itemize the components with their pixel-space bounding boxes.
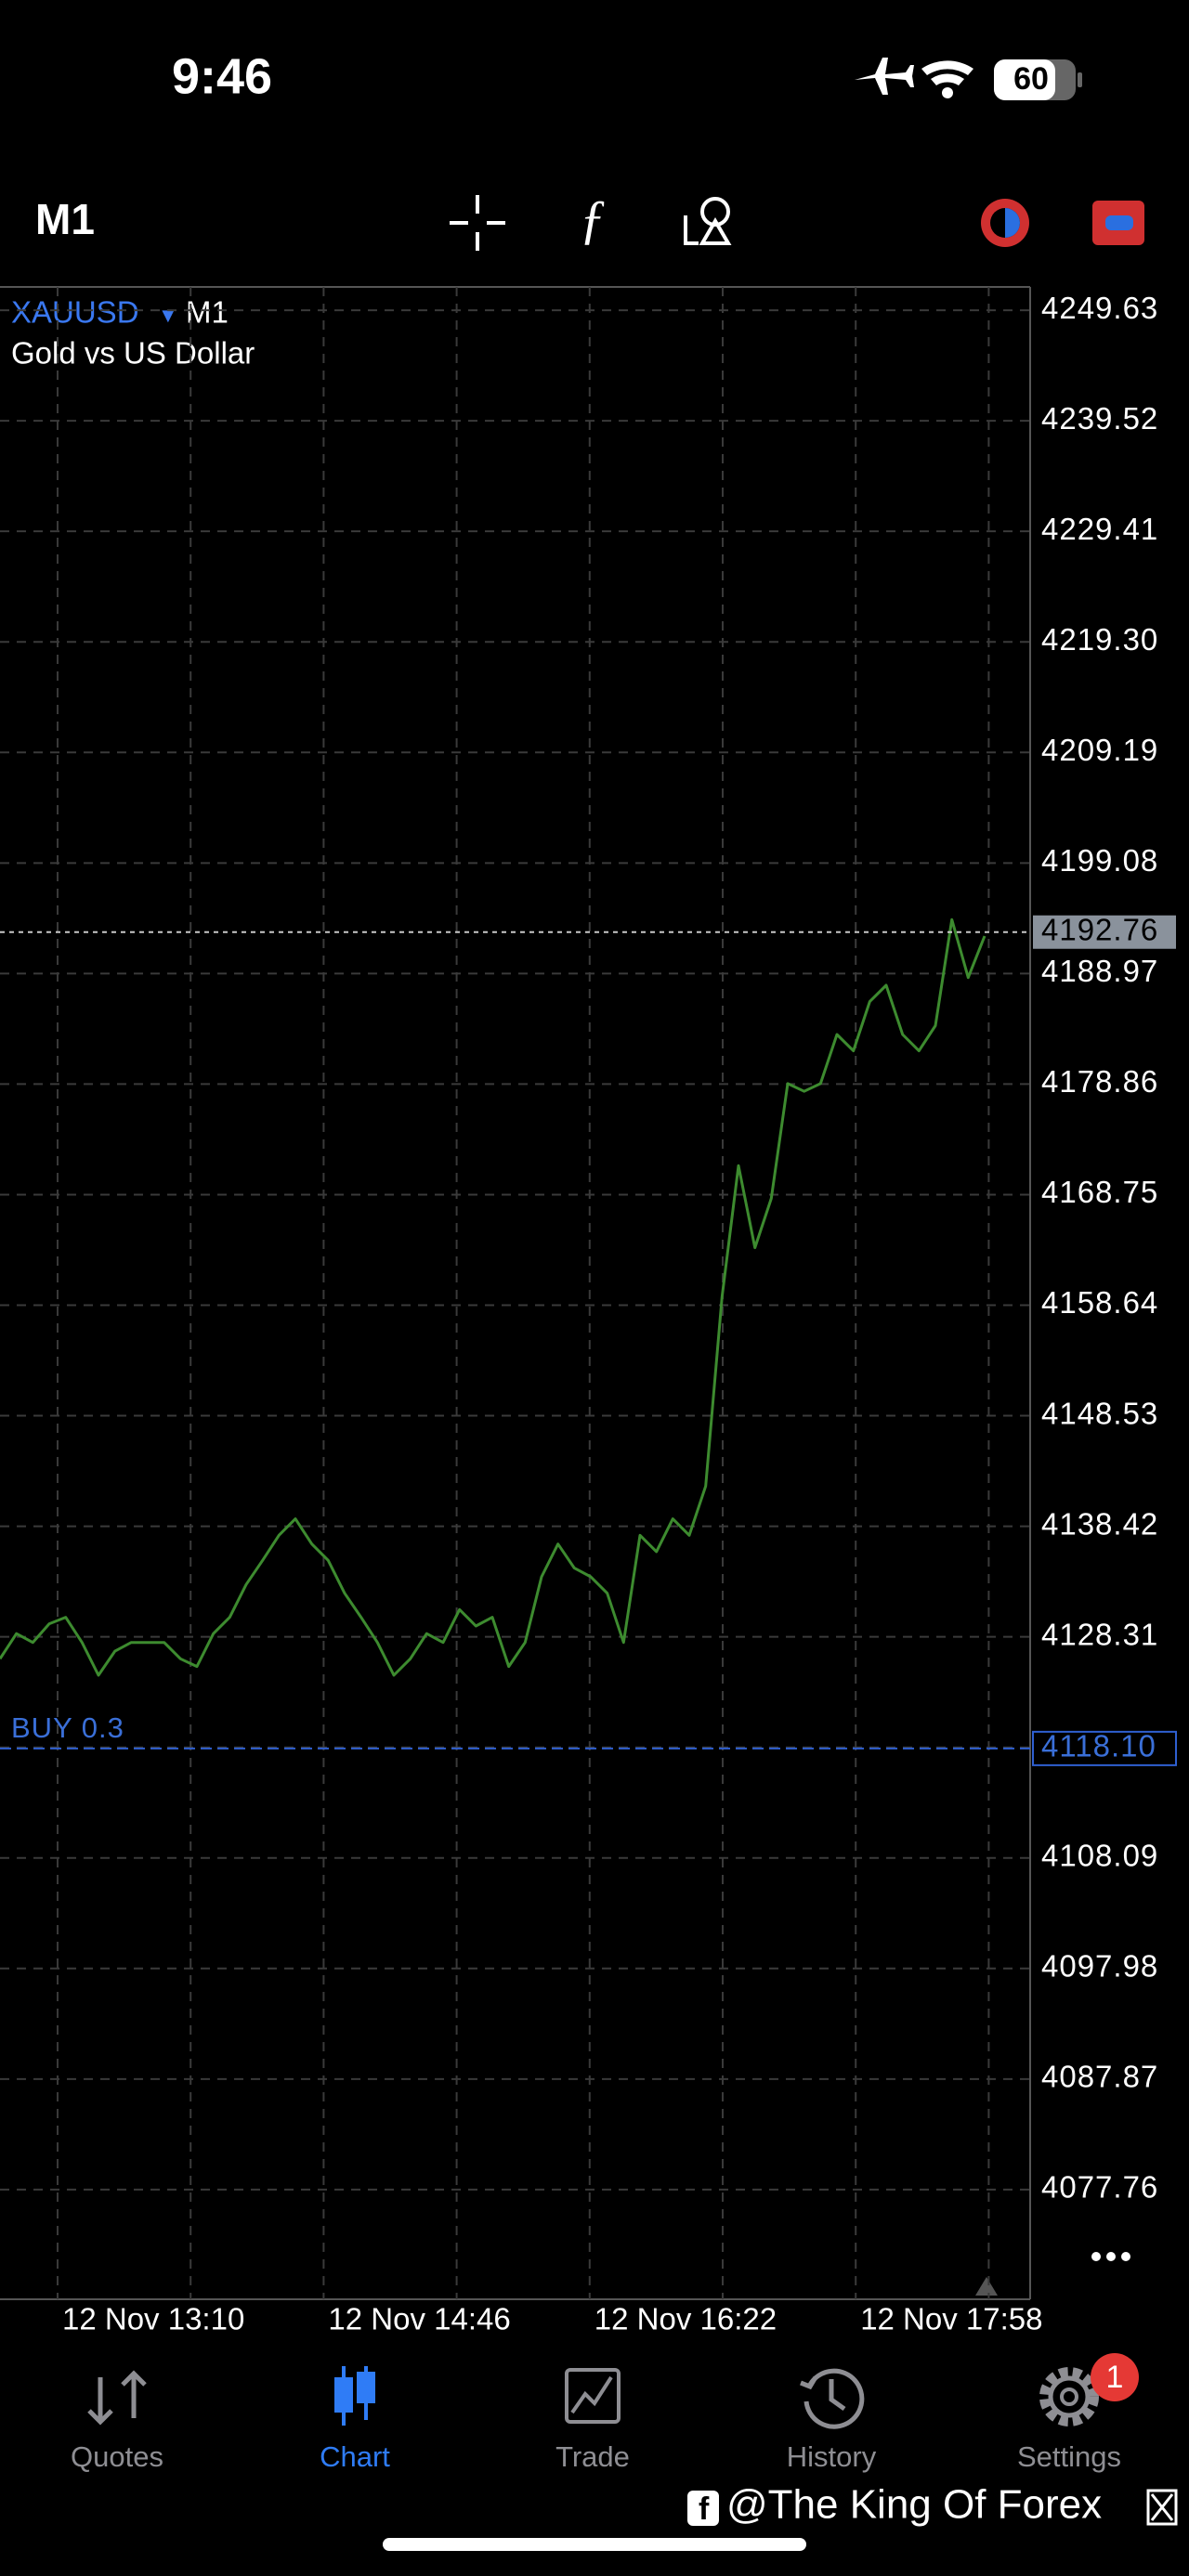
tab-label[interactable]: Quotes xyxy=(71,2440,163,2473)
y-tick-label: 4148.53 xyxy=(1041,1396,1158,1430)
order-label: BUY 0.3 xyxy=(11,1711,124,1744)
quotes-icon[interactable] xyxy=(87,2370,147,2426)
indicators-icon[interactable]: ƒ xyxy=(580,189,607,249)
tab-label[interactable]: Settings xyxy=(1017,2440,1121,2473)
price-line-series xyxy=(0,917,986,1677)
symbol[interactable]: XAUUSD xyxy=(11,295,139,330)
y-tick-label: 4199.08 xyxy=(1041,843,1158,878)
y-tick-label: 4219.30 xyxy=(1041,622,1158,657)
x-icon xyxy=(1146,2489,1178,2526)
home-indicator xyxy=(383,2538,806,2551)
x-tick-label: 12 Nov 14:46 xyxy=(328,2302,510,2336)
timeframe-button[interactable]: M1 xyxy=(35,195,95,243)
y-tick-label: 4128.31 xyxy=(1041,1617,1158,1651)
x-tick-label: 12 Nov 16:22 xyxy=(594,2302,777,2336)
crosshair-icon[interactable] xyxy=(450,195,505,251)
facebook-icon xyxy=(687,2491,719,2526)
symbol-dropdown[interactable]: ▼ xyxy=(158,304,178,327)
scroll-marker xyxy=(975,2277,998,2296)
y-tick-label: 4239.52 xyxy=(1041,401,1158,436)
history-icon[interactable] xyxy=(800,2368,865,2429)
trade-icon[interactable] xyxy=(565,2368,621,2424)
x-tick-label: 12 Nov 17:58 xyxy=(860,2302,1042,2336)
battery-level xyxy=(994,59,1055,100)
watermark: @The King Of Forex xyxy=(726,2482,1102,2528)
y-tick-label: 4209.19 xyxy=(1041,733,1158,767)
tab-label[interactable]: History xyxy=(787,2440,877,2473)
chart xyxy=(0,286,1031,2300)
airplane-icon xyxy=(855,58,914,95)
chart-timeframe: M1 xyxy=(186,295,229,330)
y-tick-label: 4229.41 xyxy=(1041,512,1158,546)
y-tick-label: 4108.09 xyxy=(1041,1838,1158,1872)
y-tick-label: 4158.64 xyxy=(1041,1285,1158,1320)
battery-tip xyxy=(1078,72,1082,87)
order-price-label: 4118.10 xyxy=(1041,1729,1156,1763)
status-time: 9:46 xyxy=(172,48,272,104)
current-price-box xyxy=(1033,915,1176,949)
y-tick-label: 4138.42 xyxy=(1041,1506,1158,1541)
y-tick-label: 4097.98 xyxy=(1041,1949,1158,1984)
settings-icon[interactable] xyxy=(1039,2353,1139,2426)
y-tick-label: 4077.76 xyxy=(1041,2170,1158,2205)
y-tick-label: 4178.86 xyxy=(1041,1064,1158,1099)
wifi-icon xyxy=(921,60,973,98)
chart-icon[interactable] xyxy=(334,2366,375,2426)
current-price-label: 4192.76 xyxy=(1041,912,1158,946)
x-tick-label: 12 Nov 13:10 xyxy=(62,2302,244,2336)
y-tick-label: 4168.75 xyxy=(1041,1175,1158,1209)
battery-percent: 60 xyxy=(1013,61,1049,97)
more-button[interactable] xyxy=(1091,2252,1130,2261)
y-tick-label: 4249.63 xyxy=(1041,291,1158,325)
order-price-box xyxy=(1032,1730,1177,1766)
trade-panel-icon[interactable] xyxy=(1092,201,1144,245)
x-icon-mark xyxy=(1150,2493,1174,2521)
y-tick-label: 4087.87 xyxy=(1041,2060,1158,2094)
y-tick-label: 4188.97 xyxy=(1041,954,1158,988)
one-click-trading-icon[interactable] xyxy=(981,199,1029,247)
badge-count: 1 xyxy=(1106,2360,1124,2395)
facebook-f: f xyxy=(699,2491,710,2527)
badge xyxy=(1091,2353,1139,2401)
symbol-description: Gold vs US Dollar xyxy=(11,336,255,371)
tab-label[interactable]: Chart xyxy=(320,2440,390,2473)
tab-label[interactable]: Trade xyxy=(555,2440,630,2473)
objects-icon[interactable] xyxy=(684,197,732,245)
